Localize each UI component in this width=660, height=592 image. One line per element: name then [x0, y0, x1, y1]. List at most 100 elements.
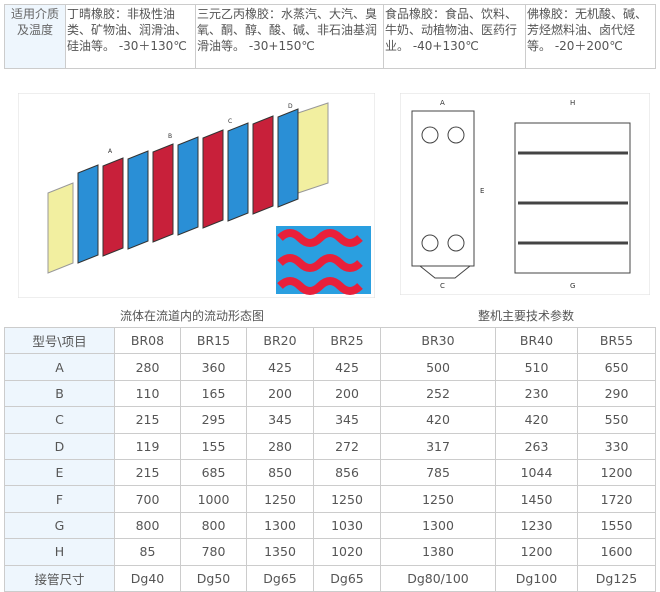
table-cell: 345 — [313, 406, 381, 434]
table-cell: 1250 — [246, 485, 314, 513]
table-cell: 1380 — [380, 538, 496, 566]
table-cell: 272 — [313, 432, 381, 460]
table-cell: 800 — [114, 511, 181, 540]
table-cell: 280 — [246, 432, 314, 460]
table-cell: 425 — [246, 353, 314, 381]
media-fluoro: 佛橡胶：无机酸、碱、芳烃燃料油、卤代烃等。 -20＋200℃ — [525, 4, 656, 69]
table-cell: 230 — [495, 379, 578, 408]
heat-plate — [77, 164, 99, 264]
dim-g: G — [570, 282, 575, 290]
table-cell: 263 — [495, 432, 578, 460]
table-cell: 1030 — [313, 511, 381, 540]
heat-plate — [227, 122, 249, 222]
dim-e: E — [480, 187, 484, 195]
row-label: D — [4, 432, 115, 460]
table-cell: BR08 — [114, 326, 181, 355]
plate-flow-diagram: A B C D — [18, 93, 375, 298]
table-cell: 700 — [114, 485, 181, 513]
table-cell: 425 — [313, 353, 381, 381]
table-cell: 165 — [180, 379, 247, 408]
table-cell: 1044 — [495, 458, 578, 487]
table-cell: 155 — [180, 432, 247, 460]
media-nbr: 丁晴橡胶：非极性油类、矿物油、润滑油、硅油等。 -30＋130℃ — [65, 4, 196, 69]
table-cell: 1600 — [577, 538, 656, 566]
table-cell: 1200 — [577, 458, 656, 487]
table-cell: 119 — [114, 432, 181, 460]
table-cell: 420 — [380, 406, 496, 434]
row-label: 型号\项目 — [4, 326, 115, 355]
heat-plate — [177, 136, 199, 236]
table-cell: 1720 — [577, 485, 656, 513]
row-label: A — [4, 353, 115, 381]
table-cell: BR55 — [577, 326, 656, 355]
row-label: G — [4, 511, 115, 540]
table-cell: 856 — [313, 458, 381, 487]
heat-plate — [152, 143, 174, 243]
table-cell: 215 — [114, 458, 181, 487]
dimension-drawing: A C E H G — [400, 93, 650, 295]
table-cell: 1250 — [380, 485, 496, 513]
table-cell: BR40 — [495, 326, 578, 355]
table-cell: 1020 — [313, 538, 381, 566]
table-cell: 215 — [114, 406, 181, 434]
flow-caption: 流体在流道内的流动形态图 — [120, 309, 265, 323]
table-cell: 850 — [246, 458, 314, 487]
table-cell: 420 — [495, 406, 578, 434]
heat-plate — [277, 108, 299, 208]
table-cell: Dg40 — [114, 564, 181, 592]
table-cell: 295 — [180, 406, 247, 434]
table-cell: 317 — [380, 432, 496, 460]
table-cell: 345 — [246, 406, 314, 434]
heat-plate — [202, 129, 224, 229]
media-epdm: 三元乙丙橡胶：水蒸汽、大汽、臭氧、酮、醇、酸、碱、非石油基润滑油等。 -30+1… — [195, 4, 384, 69]
table-cell: BR25 — [313, 326, 381, 355]
row-label: E — [4, 458, 115, 487]
table-header-row: 型号\项目 BR08 BR15 BR20 BR25 BR30 BR40 BR55 — [4, 326, 656, 355]
table-cell: BR30 — [380, 326, 496, 355]
table-cell: 200 — [313, 379, 381, 408]
table-row: E 215 685 850 856 785 1044 1200 — [4, 458, 656, 487]
table-cell: 85 — [114, 538, 181, 566]
table-cell: Dg80/100 — [380, 564, 496, 592]
dim-h: H — [570, 99, 575, 107]
table-row: B 110 165 200 200 252 230 290 — [4, 379, 656, 408]
plate-label: A — [108, 148, 113, 155]
heat-plate — [252, 115, 274, 215]
table-cell: BR20 — [246, 326, 314, 355]
table-cell: Dg65 — [246, 564, 314, 592]
table-row: 接管尺寸 Dg40 Dg50 Dg65 Dg65 Dg80/100 Dg100 Dg125 — [4, 564, 656, 592]
table-cell: Dg100 — [495, 564, 578, 592]
row-label: 接管尺寸 — [4, 564, 115, 592]
specs-table: 型号\项目 BR08 BR15 BR20 BR25 BR30 BR40 BR55 A 280 360… — [4, 326, 656, 592]
plate-label: D — [288, 103, 293, 110]
row-label: F — [4, 485, 115, 513]
table-cell: 685 — [180, 458, 247, 487]
dim-a: A — [440, 99, 445, 107]
table-cell: 1300 — [246, 511, 314, 540]
plate-label: B — [168, 133, 172, 140]
table-cell: 280 — [114, 353, 181, 381]
table-cell: 360 — [180, 353, 247, 381]
table-cell: Dg125 — [577, 564, 656, 592]
row-label: C — [4, 406, 115, 434]
table-row: H 85 780 1350 1020 1380 1200 1600 — [4, 538, 656, 566]
table-cell: 510 — [495, 353, 578, 381]
table-cell: 290 — [577, 379, 656, 408]
table-cell: 330 — [577, 432, 656, 460]
table-row: A 280 360 425 425 500 510 650 — [4, 353, 656, 381]
frame-plate — [47, 182, 74, 274]
table-cell: 1550 — [577, 511, 656, 540]
table-cell: 800 — [180, 511, 247, 540]
table-cell: 1230 — [495, 511, 578, 540]
heat-plate — [102, 157, 124, 257]
table-cell: 110 — [114, 379, 181, 408]
row-label: B — [4, 379, 115, 408]
table-cell: 1450 — [495, 485, 578, 513]
table-row: D 119 155 280 272 317 263 330 — [4, 432, 656, 460]
table-cell: Dg50 — [180, 564, 247, 592]
table-row: G 800 800 1300 1030 1300 1230 1550 — [4, 511, 656, 540]
table-row: F 700 1000 1250 1250 1250 1450 1720 — [4, 485, 656, 513]
table-cell: Dg65 — [313, 564, 381, 592]
specs-caption: 整机主要技术参数 — [478, 309, 575, 323]
table-cell: 650 — [577, 353, 656, 381]
